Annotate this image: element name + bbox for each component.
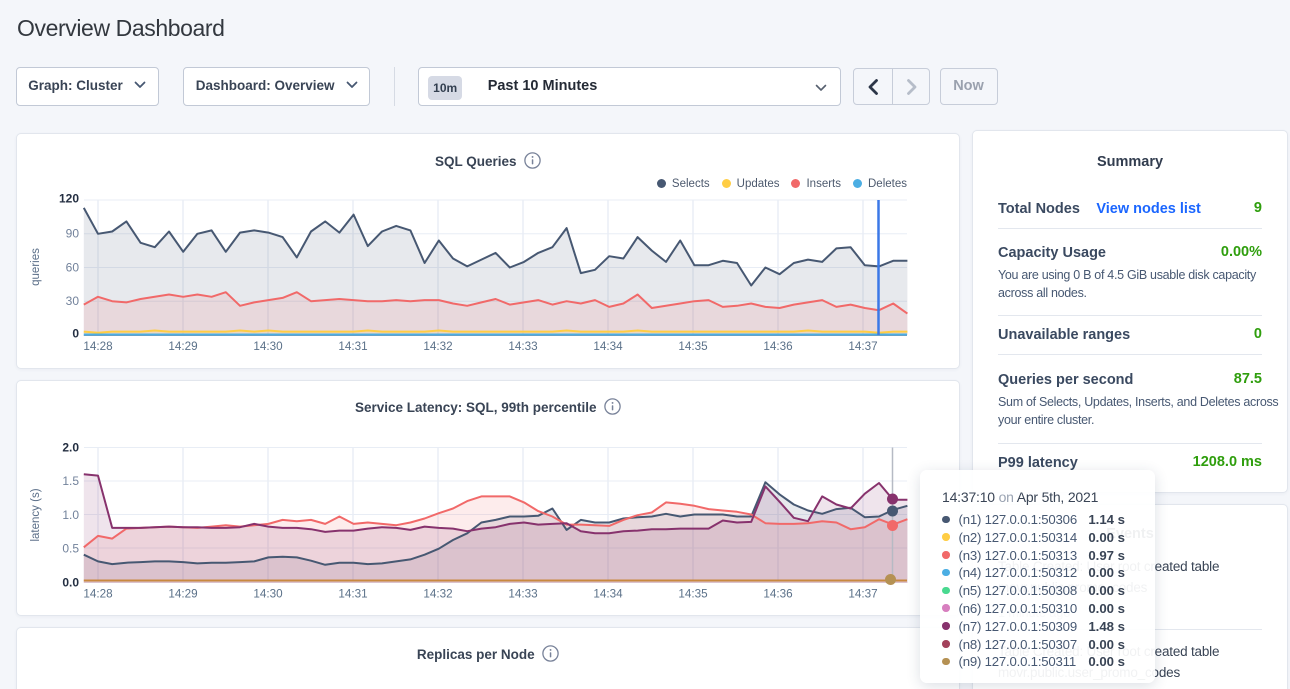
svg-text:0.5: 0.5 (62, 541, 79, 555)
svg-text:30: 30 (66, 294, 80, 308)
svg-text:14:33: 14:33 (508, 587, 537, 600)
svg-text:queries: queries (30, 248, 42, 286)
svg-text:1.5: 1.5 (62, 474, 79, 488)
svg-text:14:33: 14:33 (508, 340, 537, 353)
svg-text:14:29: 14:29 (168, 340, 197, 353)
svg-text:90: 90 (66, 227, 80, 241)
svg-text:14:32: 14:32 (423, 340, 452, 353)
svg-text:14:30: 14:30 (253, 340, 283, 353)
svg-text:14:31: 14:31 (338, 587, 367, 600)
svg-text:2.0: 2.0 (62, 440, 79, 454)
svg-text:120: 120 (59, 192, 79, 206)
svg-text:latency (s): latency (s) (30, 488, 42, 541)
svg-text:1.0: 1.0 (62, 508, 79, 522)
svg-text:14:34: 14:34 (593, 340, 623, 353)
svg-text:14:35: 14:35 (678, 340, 708, 353)
svg-text:14:37: 14:37 (848, 340, 877, 353)
svg-text:14:28: 14:28 (83, 340, 112, 353)
svg-text:14:37: 14:37 (848, 587, 877, 600)
svg-text:14:32: 14:32 (423, 587, 452, 600)
svg-text:14:36: 14:36 (763, 340, 792, 353)
svg-text:14:35: 14:35 (678, 587, 708, 600)
svg-text:14:34: 14:34 (593, 587, 623, 600)
svg-text:0.0: 0.0 (62, 575, 79, 589)
svg-text:60: 60 (66, 261, 80, 275)
svg-text:14:28: 14:28 (83, 587, 112, 600)
svg-text:0: 0 (72, 327, 79, 341)
svg-text:14:29: 14:29 (168, 587, 197, 600)
svg-text:14:31: 14:31 (338, 340, 367, 353)
svg-text:14:30: 14:30 (253, 587, 283, 600)
svg-text:14:36: 14:36 (763, 587, 792, 600)
